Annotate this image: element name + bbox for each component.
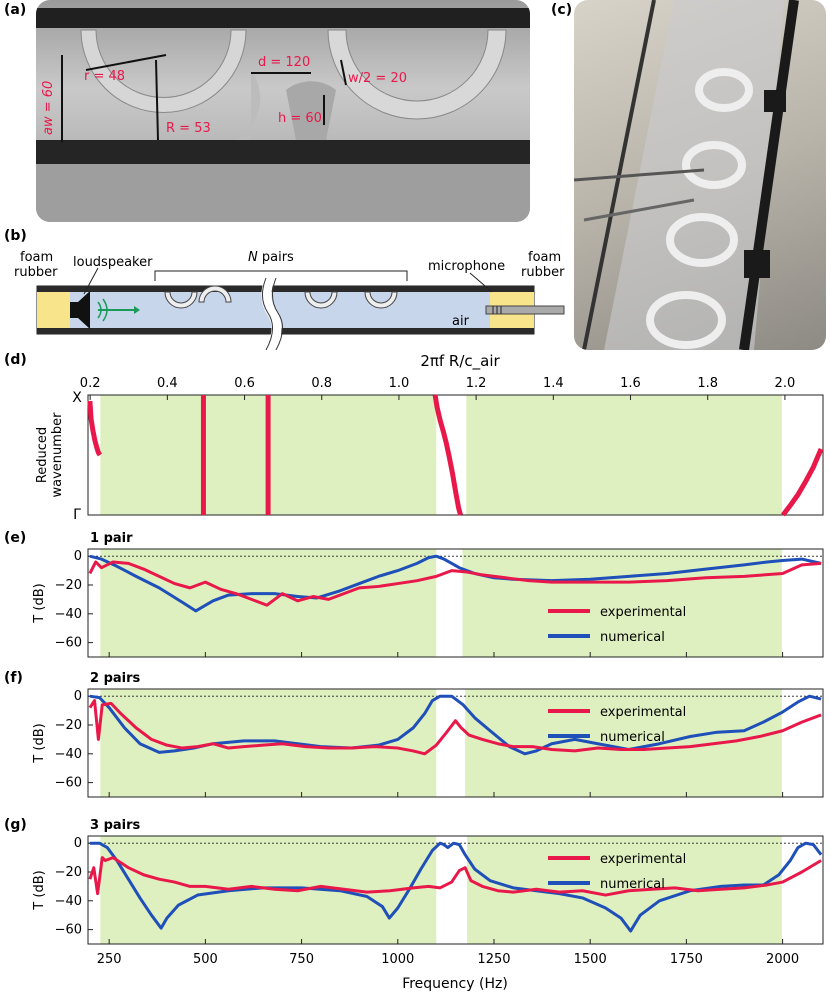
subtitle-f: 2 pairs [90,671,141,686]
subtitle-e: 1 pair [90,531,133,546]
legend-label-experimental: experimental [600,852,686,867]
ylabel-f: T (dB) [32,723,47,763]
ytick-label: −40 [55,747,82,762]
panel-letter-d: (d) [4,352,27,368]
xtick-label: 2000 [766,952,799,967]
panel-letter-f: (f) [4,670,23,686]
top-tick-label: 0.6 [234,376,255,391]
xtick-label: 500 [193,952,218,967]
ylabel-group: Reduced wavenumber [35,412,65,498]
legend-label-experimental: experimental [600,605,686,620]
top-tick-label: 2.0 [775,376,796,391]
ytick-label: −20 [55,865,82,880]
photo-a: aw = 60 r = 48 R = 53 d = 120 w/2 = 20 h… [36,0,530,222]
panel-letter-a: (a) [4,2,27,18]
label-h: h = 60 [278,111,322,126]
series-numerical-f [89,694,822,756]
ytick-label: −60 [55,776,82,791]
ytick-label: −60 [55,636,82,651]
dispersion-gap-1 [432,394,463,516]
series-numerical-g [89,841,823,933]
dispersion-edge-left [87,400,103,457]
xtick-label: 250 [97,952,122,967]
top-tick-label: 1.2 [466,376,487,391]
top-tick-label: 0.2 [80,376,101,391]
schematic-loudspeaker: loudspeaker [73,255,153,270]
frame-e [87,548,824,658]
schematic-foam-right-line2: rubber [521,265,565,280]
ytick-label: −40 [55,894,82,909]
ytick-label: 0 [74,836,82,851]
top-tick-label: 1.0 [389,376,410,391]
label-aw: aw = 60 [41,81,56,135]
frame-f [87,688,824,798]
label-d: d = 120 [258,55,310,70]
label-w: w/2 = 20 [348,71,407,86]
top-tick-label: 1.4 [543,376,564,391]
band-g-1 [467,836,782,944]
schematic-foam-right-line1: foam [528,250,561,265]
xtick-label: 1500 [574,952,607,967]
series-experimental-e [88,560,822,607]
band-e-0 [100,549,437,657]
ytick-label: 0 [74,549,82,564]
label-R: R = 53 [166,121,211,136]
legend-label-numerical: numerical [600,630,665,645]
ylabel-g: T (dB) [32,870,47,910]
schematic-b: foam rubber loudspeaker N pairs micropho… [0,228,570,353]
dispersion-edge-right [780,448,824,517]
panel-letter-g: (g) [4,817,27,833]
band-e-1 [462,549,782,657]
ytick-label: −20 [55,578,82,593]
top-tick-label: 0.8 [311,376,332,391]
series-experimental-f [88,699,822,756]
xtick-label: 1000 [381,952,414,967]
photo-c [574,0,826,350]
ytick-x: X [72,390,82,406]
ylabel-e: T (dB) [32,583,47,623]
legend-label-numerical: numerical [600,730,665,745]
ytick-label: 0 [74,689,82,704]
legend-label-experimental: experimental [600,705,686,720]
frame-d [87,394,824,516]
band-d-1 [466,395,782,515]
ylabel-line2: wavenumber [50,412,65,498]
ytick-gamma: Γ [73,507,81,523]
xtick-label: 750 [289,952,314,967]
schematic-npairs: N pairs [248,250,294,265]
top-tick-label: 1.6 [620,376,641,391]
top-tick-label: 0.4 [157,376,178,391]
legend-label-numerical: numerical [600,877,665,892]
band-f-0 [100,689,437,797]
band-g-0 [100,836,437,944]
band-d-0 [100,395,437,515]
schematic-foam-left-line2: rubber [14,265,58,280]
subtitle-g: 3 pairs [90,818,141,833]
ytick-label: −40 [55,607,82,622]
xtick-label: 1250 [477,952,510,967]
band-f-1 [465,689,782,797]
ylabel-line1: Reduced [35,427,50,483]
top-tick-label: 1.8 [697,376,718,391]
schematic-microphone: microphone [428,259,505,274]
series-numerical-e [89,554,822,613]
top-axis-label: 2πf R/c_air [420,352,500,371]
series-experimental-g [88,856,822,897]
frame-g [87,835,824,945]
panel-letter-b: (b) [4,228,27,244]
xtick-label: 1750 [670,952,703,967]
xlabel: Frequency (Hz) [402,976,508,992]
ytick-label: −60 [55,923,82,938]
label-r: r = 48 [84,69,125,84]
schematic-air: air [452,314,470,329]
panel-letter-c: (c) [551,2,573,18]
ytick-label: −20 [55,718,82,733]
panel-letter-e: (e) [4,530,26,546]
schematic-foam-left-line1: foam [20,250,53,265]
